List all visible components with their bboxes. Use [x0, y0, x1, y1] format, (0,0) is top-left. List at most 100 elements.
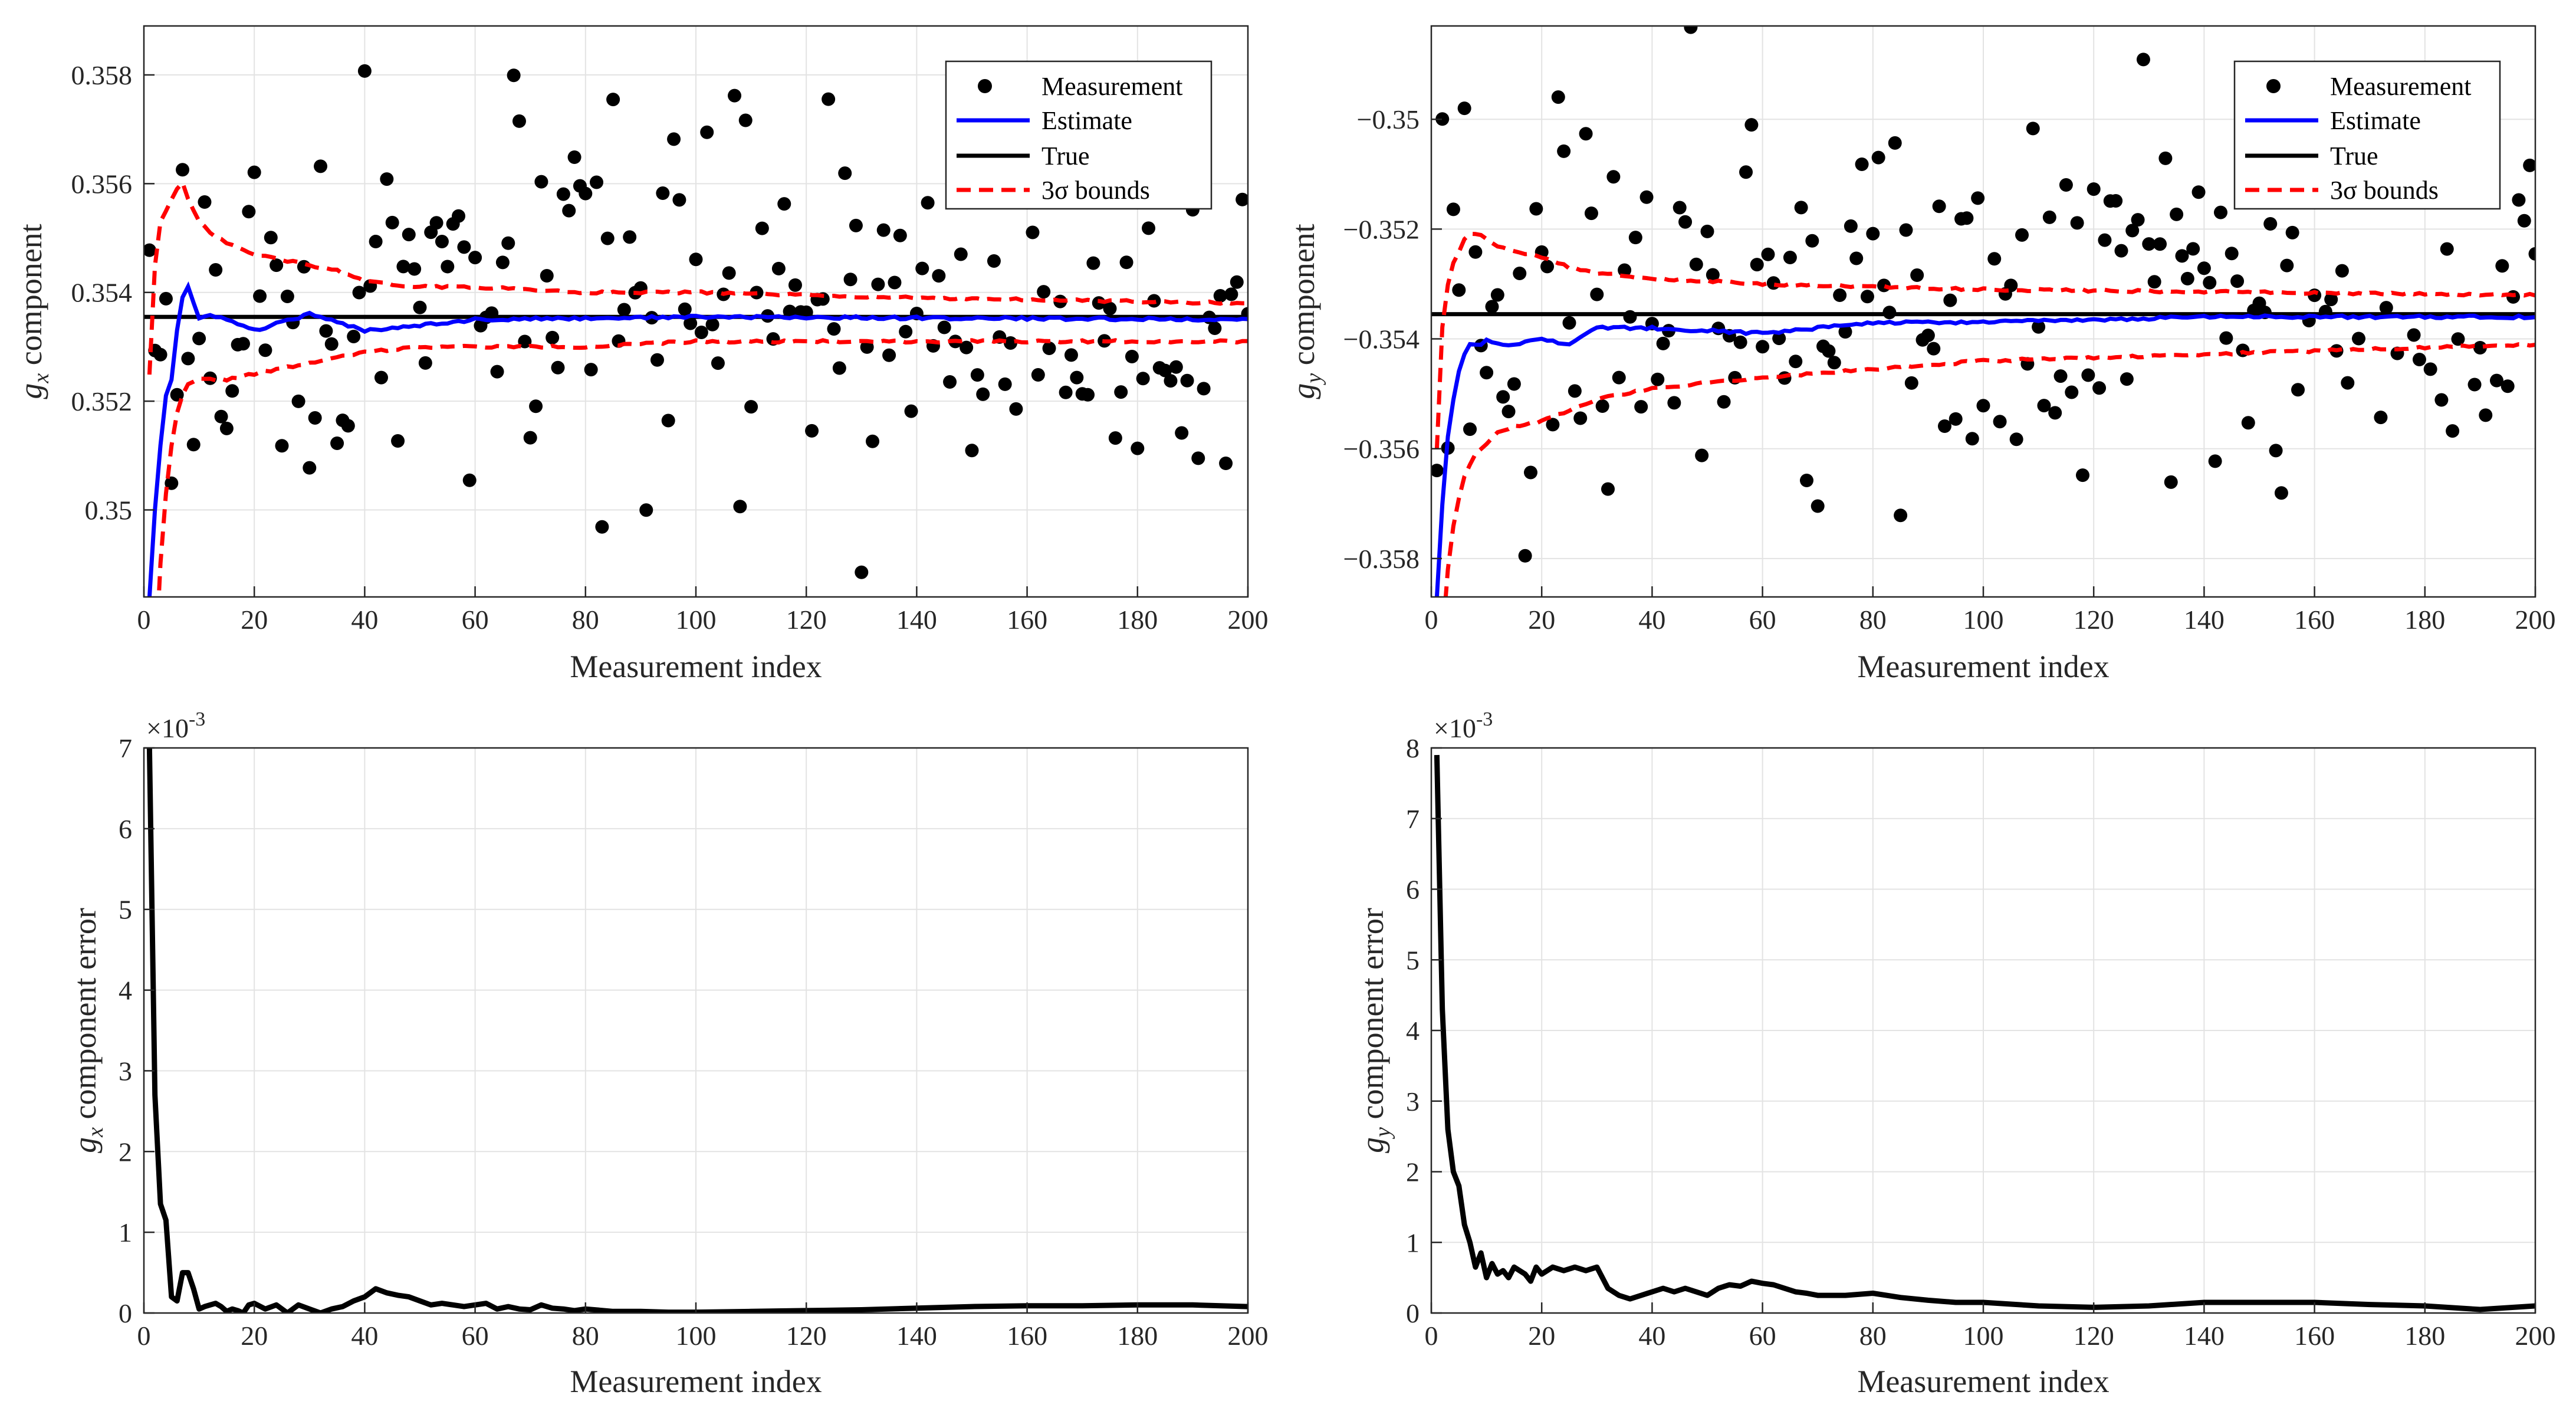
gy-measurement-point — [1485, 300, 1499, 314]
gy-plot-content — [1431, 26, 2535, 597]
gx-measurement-point — [661, 413, 675, 428]
gx_error-xtick-label-20: 20 — [241, 1321, 268, 1351]
gy_error-xtick-label-20: 20 — [1528, 1321, 1555, 1351]
gx-legend-measurement-marker — [978, 79, 992, 93]
gx-measurement-point — [1136, 372, 1150, 386]
gy-measurement-point — [2136, 52, 2150, 67]
gx-measurement-point — [893, 228, 907, 242]
gx_error-ytick-label-3: 3 — [119, 1056, 132, 1086]
gx-measurement-point — [413, 300, 427, 314]
gy-measurement-point — [2109, 193, 2123, 208]
gx_error-xtick-label-40: 40 — [351, 1321, 378, 1351]
gx-measurement-point — [943, 375, 957, 389]
gx-measurement-point — [871, 277, 885, 291]
gy-measurement-point — [1921, 329, 1935, 343]
gx-measurement-point — [733, 500, 747, 514]
gx-xtick-label-160: 160 — [1007, 605, 1047, 635]
gx-legend-true: True — [1041, 142, 1090, 170]
gy-measurement-point — [1910, 268, 1924, 283]
gy-measurement-point — [2026, 122, 2040, 136]
gy-x-axis-label: Measurement index — [1857, 649, 2109, 684]
gx-measurement-point — [777, 197, 791, 211]
gx-error-y-axis-label: gx component error — [67, 908, 108, 1153]
gy-measurement-point — [1756, 340, 1770, 354]
gx-measurement-point — [186, 438, 201, 452]
gy-measurement-point — [1799, 473, 1813, 487]
gy-measurement-point — [2523, 158, 2535, 172]
gx-measurement-point — [170, 388, 184, 402]
gx-measurement-point — [888, 275, 902, 290]
gy-measurement-point — [1943, 293, 1957, 307]
gx_error-xtick-label-180: 180 — [1117, 1321, 1158, 1351]
gx-measurement-point — [457, 240, 471, 254]
gx-measurement-point — [595, 520, 609, 534]
gx-measurement-point — [866, 434, 880, 448]
gy-measurement-point — [2032, 320, 2046, 334]
gy-measurement-point — [1904, 376, 1918, 390]
gy-measurement-point — [2208, 454, 2222, 468]
gx-measurement-point — [441, 260, 455, 274]
gx-measurement-point — [380, 172, 394, 186]
gy-measurement-point — [1750, 258, 1764, 272]
gy-measurement-point — [2164, 475, 2178, 489]
gy-measurement-point — [2495, 259, 2509, 273]
gy-measurement-point — [1827, 356, 1841, 370]
gx-measurement-point — [357, 64, 372, 78]
gx_error-error-line — [146, 748, 1248, 1313]
gy-measurement-point — [2153, 237, 2167, 251]
gx_error-xtick-label-120: 120 — [786, 1321, 827, 1351]
gx-measurement-point — [728, 88, 742, 103]
gx_error-ytick-label-2: 2 — [119, 1137, 132, 1167]
gy-measurement-point — [1860, 290, 1874, 304]
gx_error-xtick-label-0: 0 — [137, 1321, 151, 1351]
gx-measurement-point — [1103, 301, 1117, 316]
gy_error-ytick-label-4: 4 — [1406, 1016, 1420, 1046]
gy-measurement-point — [2528, 247, 2535, 261]
gx-measurement-point — [214, 409, 228, 424]
gx-measurement-point — [932, 269, 946, 283]
gx-measurement-point — [639, 503, 653, 517]
gy-measurement-point — [2269, 444, 2283, 458]
gy-measurement-point — [1700, 224, 1714, 238]
gy-measurement-point — [1651, 372, 1665, 386]
gx-measurement-point — [876, 223, 891, 237]
gx_error-ytick-label-5: 5 — [119, 895, 132, 925]
gx-measurement-point — [838, 166, 852, 180]
gy-measurement-point — [2042, 210, 2056, 224]
gx-measurement-point — [915, 261, 929, 275]
gy-measurement-point — [2241, 416, 2255, 430]
gx-xtick-label-200: 200 — [1228, 605, 1269, 635]
gy-legend-estimate: Estimate — [2330, 106, 2421, 135]
gy-measurement-point — [2191, 185, 2206, 199]
gx-measurement-point — [1042, 341, 1056, 355]
gy-measurement-point — [1523, 465, 1537, 480]
gx-measurement-point — [590, 175, 604, 189]
gx-measurement-point — [970, 368, 984, 382]
gy-measurement-point — [1744, 118, 1759, 132]
gx_error-ytick-label-1: 1 — [119, 1217, 132, 1248]
gx-measurement-point — [672, 193, 686, 207]
gx-measurement-point — [247, 165, 261, 179]
gx-measurement-point — [998, 377, 1012, 391]
gx-measurement-point — [242, 205, 256, 219]
gx-measurement-point — [352, 285, 366, 300]
gx-measurement-point — [369, 234, 383, 248]
gy_error-xtick-label-0: 0 — [1425, 1321, 1438, 1351]
gx-measurement-point — [921, 196, 935, 210]
gx-measurement-point — [495, 255, 510, 270]
gy-xtick-label-60: 60 — [1749, 605, 1776, 635]
gx_error-xtick-label-160: 160 — [1007, 1321, 1047, 1351]
gy-measurement-point — [1761, 247, 1775, 261]
gy-ytick-label-2: −0.354 — [1343, 324, 1420, 354]
gy-measurement-point — [2407, 328, 2421, 342]
gy-measurement-point — [2374, 411, 2388, 425]
gy-measurement-point — [2009, 432, 2023, 447]
gy-measurement-point — [1628, 231, 1642, 245]
gy-measurement-point — [1590, 287, 1604, 301]
gy-measurement-point — [1965, 432, 1979, 446]
gy-measurement-point — [1518, 549, 1532, 563]
gy-error-chart: 0 20 40 60 80 100 120 140 160 180 200 0 1 2 3 4 5 6 7 8 ×10… — [1355, 708, 2556, 1399]
gy-measurement-point — [2070, 216, 2084, 230]
gy-measurement-point — [2351, 331, 2365, 346]
gx-measurement-point — [165, 476, 179, 490]
